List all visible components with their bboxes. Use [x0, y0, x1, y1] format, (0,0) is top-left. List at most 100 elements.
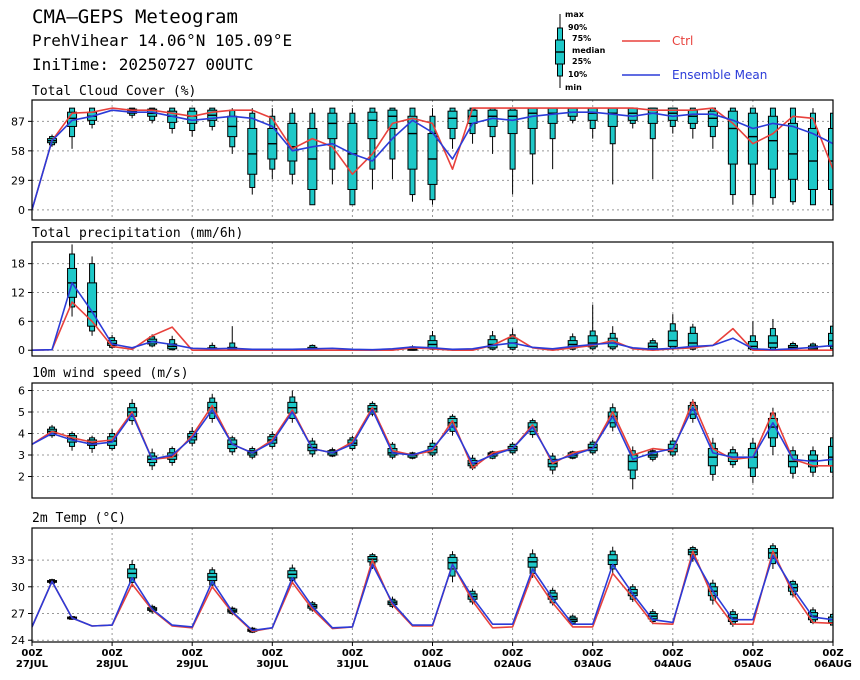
ensemble-box: [247, 108, 258, 195]
ensemble-box: [167, 335, 178, 351]
y-tick-label: 29: [11, 174, 25, 187]
ensemble-box: [267, 108, 278, 180]
ensemble-mean-line: [32, 406, 833, 465]
ensemble-box: [807, 108, 818, 206]
ensemble-box: [187, 107, 198, 137]
ensemble-box: [828, 318, 833, 351]
percentile-25-75-box: [187, 110, 198, 124]
ctrl-line: [32, 400, 833, 469]
x-tick-date: 31JUL: [336, 659, 369, 670]
panel-data: [32, 543, 833, 634]
ensemble-box: [487, 107, 498, 154]
init-time: IniTime: 20250727 00UTC: [32, 55, 254, 74]
y-tick-label: 6: [18, 385, 25, 398]
y-tick-label: 2: [18, 471, 25, 484]
ensemble-box: [507, 328, 518, 351]
x-tick-hour: 00Z: [262, 648, 283, 659]
legend-box-label: 10%: [568, 70, 587, 79]
percentile-25-75-box: [387, 109, 398, 129]
ensemble-box: [547, 107, 558, 170]
x-tick-date: 30JUL: [256, 659, 289, 670]
ensemble-box: [647, 448, 658, 462]
percentile-25-75-box: [627, 107, 638, 121]
legend-box-label: 90%: [568, 23, 587, 32]
ensemble-box: [527, 107, 538, 185]
ensemble-box: [647, 107, 658, 180]
legend-mean-label: Ensemble Mean: [672, 68, 767, 82]
panel-1: [28, 241, 834, 357]
ensemble-box: [828, 429, 833, 477]
panel-data: [32, 390, 833, 490]
legend-box-label: max: [565, 10, 585, 19]
y-tick-label: 58: [11, 145, 25, 158]
legend-box-label: 75%: [572, 34, 591, 43]
panel-title: Total precipitation (mm/6h): [32, 226, 243, 241]
ensemble-box: [607, 326, 618, 351]
percentile-25-75-box: [627, 454, 638, 471]
ensemble-box: [567, 107, 578, 124]
y-tick-label: 24: [11, 634, 25, 647]
y-tick-label: 3: [18, 449, 25, 462]
x-tick-hour: 00Z: [102, 648, 123, 659]
x-tick-date: 03AUG: [574, 659, 612, 670]
panel-0: [28, 99, 834, 221]
percentile-25-75-box: [807, 127, 818, 190]
x-tick-date: 04AUG: [654, 659, 692, 670]
ensemble-mean-line: [32, 109, 833, 211]
ctrl-line: [32, 301, 833, 352]
x-tick-hour: 00Z: [342, 648, 363, 659]
ensemble-box: [607, 107, 618, 185]
x-tick-hour: 00Z: [822, 648, 843, 659]
x-tick-date: 27JUL: [16, 659, 49, 670]
percentile-25-75-box: [828, 332, 833, 347]
percentile-25-75-box: [787, 122, 798, 180]
percentile-25-75-box: [767, 335, 778, 348]
ensemble-box: [587, 304, 598, 351]
ensemble-box: [367, 107, 378, 190]
panel-title: Total Cloud Cover (%): [32, 84, 196, 99]
x-tick-hour: 00Z: [742, 648, 763, 659]
percentile-25-75-box: [287, 122, 298, 162]
ensemble-box: [767, 407, 778, 456]
percentile-25-75-box: [647, 107, 658, 124]
ensemble-box: [307, 108, 318, 206]
y-tick-label: 18: [11, 258, 25, 271]
x-tick-date: 02AUG: [494, 659, 532, 670]
percentile-25-75-box: [367, 111, 378, 140]
ensemble-box: [747, 107, 758, 205]
ensemble-box: [287, 390, 298, 423]
x-tick-hour: 00Z: [422, 648, 443, 659]
legend-box-label: 25%: [572, 57, 591, 66]
panel-title: 10m wind speed (m/s): [32, 366, 189, 381]
y-tick-label: 33: [11, 554, 25, 567]
panel-frame: [31, 99, 834, 221]
ensemble-box: [627, 107, 638, 129]
percentile-25-75-box: [828, 445, 833, 467]
ensemble-box: [707, 437, 718, 481]
legend-box-label: median: [572, 46, 606, 55]
y-tick-label: 0: [18, 204, 25, 217]
panel-data: [32, 244, 833, 352]
percentile-25-75-box: [87, 282, 98, 327]
x-tick-date: 06AUG: [814, 659, 852, 670]
percentile-25-75-box: [347, 122, 358, 190]
ensemble-box: [667, 314, 678, 351]
ensemble-box: [507, 107, 518, 195]
panel-3: [28, 527, 834, 643]
panel-frame: [31, 382, 834, 499]
legend-ctrl-label: Ctrl: [672, 34, 693, 48]
x-tick-hour: 00Z: [182, 648, 203, 659]
percentile-25-75-box: [587, 107, 598, 121]
y-tick-label: 0: [18, 344, 25, 357]
ensemble-box: [687, 107, 698, 139]
y-tick-label: 87: [11, 115, 25, 128]
percentile-25-75-box: [667, 330, 678, 347]
ensemble-box: [87, 256, 98, 336]
percentile-25-75-box: [507, 109, 518, 135]
percentile-25-75-box: [767, 417, 778, 439]
x-tick-date: 01AUG: [414, 659, 452, 670]
ensemble-box: [787, 446, 798, 479]
x-tick-hour: 00Z: [662, 648, 683, 659]
page-title: CMA—GEPS Meteogram: [32, 6, 238, 28]
ensemble-box: [787, 107, 798, 205]
